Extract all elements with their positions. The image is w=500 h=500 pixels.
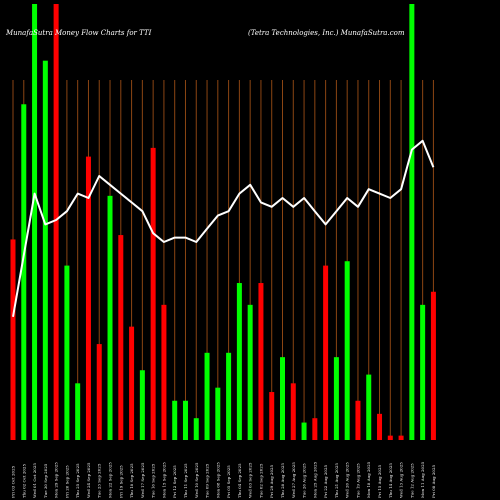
x-tick-label: Mon 15 Sep 2025 bbox=[161, 462, 166, 498]
x-tick-label: Thu 21 Aug 2025 bbox=[334, 463, 339, 498]
x-tick-label: Fri 03 Oct 2025 bbox=[11, 465, 16, 498]
x-tick-label: Fri 26 Sep 2025 bbox=[64, 465, 69, 498]
x-tick-label: Thu 02 Oct 2025 bbox=[21, 464, 26, 498]
x-tick-label: Fri 29 Aug 2025 bbox=[269, 464, 274, 498]
x-tick-label: Thu 18 Sep 2025 bbox=[129, 463, 134, 498]
x-axis-tick-labels: Fri 03 Oct 2025 Thu 02 Oct 2025 Wed 01 Oct… bbox=[11, 461, 436, 498]
money-flow-bar bbox=[377, 413, 383, 440]
money-flow-bar bbox=[226, 352, 232, 440]
x-tick-label: Fri 19 Sep 2025 bbox=[118, 465, 123, 498]
money-flow-bar bbox=[333, 357, 339, 440]
money-flow-bar bbox=[398, 435, 404, 440]
money-flow-bar bbox=[344, 261, 350, 440]
money-flow-bar bbox=[172, 400, 178, 440]
x-tick-label: Tue 02 Sep 2025 bbox=[258, 463, 263, 498]
money-flow-bar bbox=[139, 370, 145, 440]
x-tick-label: Tue 19 Aug 2025 bbox=[355, 463, 360, 498]
money-flow-bar bbox=[420, 304, 426, 440]
money-flow-bar bbox=[366, 374, 372, 440]
money-flow-bar bbox=[42, 60, 48, 441]
money-flow-bar bbox=[182, 400, 188, 440]
money-flow-bar bbox=[301, 422, 307, 440]
x-tick-label: Thu 11 Sep 2025 bbox=[183, 463, 188, 498]
x-tick-label: Tue 09 Sep 2025 bbox=[205, 463, 210, 498]
x-tick-label: Fri 05 Sep 2025 bbox=[226, 465, 231, 498]
money-flow-bar bbox=[323, 265, 329, 440]
money-flow-bar bbox=[161, 304, 167, 440]
x-tick-label: Tue 16 Sep 2025 bbox=[151, 463, 156, 498]
money-flow-bars bbox=[10, 4, 436, 441]
x-tick-label: Mon 11 Aug 2025 bbox=[420, 461, 425, 498]
money-flow-line-series bbox=[12, 139, 435, 317]
money-flow-bar bbox=[118, 235, 124, 440]
money-flow-bar bbox=[409, 4, 415, 440]
x-tick-label: Mon 08 Sep 2025 bbox=[215, 462, 220, 498]
x-tick-label: Mon 25 Aug 2025 bbox=[312, 461, 317, 498]
money-flow-bar bbox=[107, 195, 113, 440]
x-tick-label: Mon 18 Aug 2025 bbox=[366, 461, 371, 498]
money-flow-bar bbox=[129, 326, 135, 440]
money-flow-bar bbox=[290, 383, 296, 440]
money-flow-bar bbox=[32, 4, 38, 440]
money-flow-bar bbox=[258, 283, 264, 440]
x-tick-label: Fri 08 Aug 2025 bbox=[431, 464, 436, 498]
money-flow-line bbox=[12, 139, 435, 317]
money-flow-bar bbox=[387, 435, 393, 440]
money-flow-bar bbox=[85, 156, 91, 440]
money-flow-bar bbox=[215, 387, 221, 440]
x-tick-label: Wed 20 Aug 2025 bbox=[345, 462, 350, 498]
x-tick-label: Fri 12 Sep 2025 bbox=[172, 465, 177, 498]
money-flow-bar bbox=[236, 283, 242, 440]
x-tick-label: Thu 28 Aug 2025 bbox=[280, 463, 285, 498]
x-tick-label: Mon 29 Sep 2025 bbox=[54, 462, 59, 498]
x-tick-label: Thu 14 Aug 2025 bbox=[388, 463, 393, 498]
money-flow-bar bbox=[280, 357, 285, 440]
money-flow-bar bbox=[75, 383, 81, 440]
x-tick-label: Tue 26 Aug 2025 bbox=[302, 463, 307, 498]
chart-title-left: MunafaSutra Money Flow Charts for TTI bbox=[5, 29, 152, 37]
money-flow-bar bbox=[355, 400, 361, 440]
money-flow-bar bbox=[96, 344, 102, 440]
x-tick-label: Wed 03 Sep 2025 bbox=[248, 462, 253, 498]
x-tick-label: Wed 13 Aug 2025 bbox=[399, 462, 404, 498]
x-tick-label: Fri 22 Aug 2025 bbox=[323, 464, 328, 498]
money-flow-bar bbox=[204, 352, 210, 440]
x-tick-label: Thu 04 Sep 2025 bbox=[237, 463, 242, 498]
money-flow-bar bbox=[21, 104, 27, 440]
chart-title-right: (Tetra Technologies, Inc.) MunafaSutra.c… bbox=[248, 29, 405, 37]
money-flow-bar bbox=[312, 418, 318, 440]
money-flow-bar bbox=[150, 147, 156, 440]
money-flow-bar bbox=[430, 291, 436, 440]
x-tick-label: Thu 25 Sep 2025 bbox=[75, 463, 80, 498]
x-tick-label: Wed 10 Sep 2025 bbox=[194, 462, 199, 498]
x-tick-label: Tue 23 Sep 2025 bbox=[97, 463, 102, 498]
x-tick-label: Wed 24 Sep 2025 bbox=[86, 462, 91, 498]
money-flow-bar bbox=[269, 392, 275, 440]
money-flow-bar bbox=[64, 265, 70, 440]
x-tick-label: Wed 17 Sep 2025 bbox=[140, 462, 145, 498]
money-flow-bar bbox=[53, 4, 59, 440]
x-tick-label: Fri 15 Aug 2025 bbox=[377, 464, 382, 498]
money-flow-bar bbox=[193, 418, 199, 440]
money-flow-bar bbox=[10, 239, 16, 440]
x-tick-label: Wed 01 Oct 2025 bbox=[32, 463, 37, 498]
money-flow-bar bbox=[247, 304, 253, 440]
x-tick-label: Tue 30 Sep 2025 bbox=[43, 463, 48, 498]
x-tick-label: Wed 27 Aug 2025 bbox=[291, 462, 296, 498]
x-tick-label: Mon 22 Sep 2025 bbox=[108, 462, 113, 498]
x-tick-label: Tue 12 Aug 2025 bbox=[409, 463, 414, 498]
